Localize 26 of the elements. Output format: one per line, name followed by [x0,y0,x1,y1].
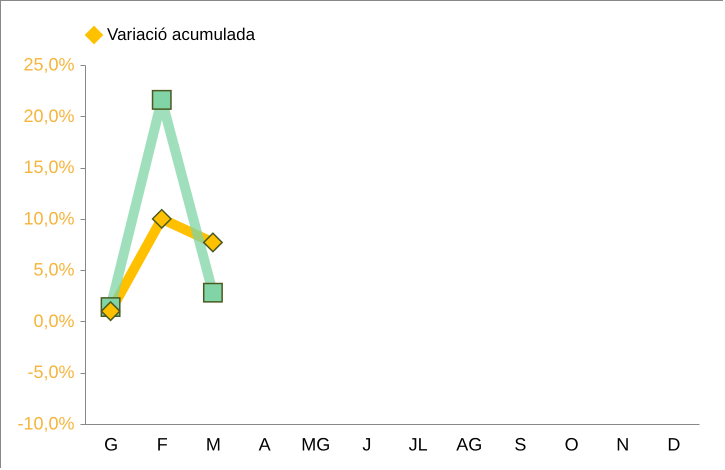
y-tick-label: -5,0% [27,362,74,382]
y-tick-label: -10,0% [17,414,74,434]
y-tick-label: 0,0% [33,310,74,331]
point [202,282,223,303]
point [100,301,121,322]
point [152,90,172,110]
x-tick-label: A [258,434,271,454]
x-tick-label: O [564,434,579,454]
y-tick-label: 15,0% [23,157,74,178]
x-tick-label: G [104,434,118,454]
x-tick-label: AG [456,434,482,454]
x-tick-label: S [514,434,526,454]
legend-label: Variació acumulada [107,25,256,44]
y-tick-label: 10,0% [23,208,74,228]
x-tick-label: D [667,434,680,454]
x-tick-label: M [206,434,221,454]
x-tick-label: N [616,434,630,454]
x-tick-label: JL [408,434,428,454]
x-tick-label: MG [301,434,330,454]
point [152,208,172,229]
point [202,232,223,252]
y-tick-label: 20,0% [23,106,74,126]
y-tick-label: 25,0% [23,54,74,74]
x-tick-label: J [362,434,372,454]
y-tick-label: 5,0% [33,260,74,280]
x-tick-label: F [156,434,168,454]
